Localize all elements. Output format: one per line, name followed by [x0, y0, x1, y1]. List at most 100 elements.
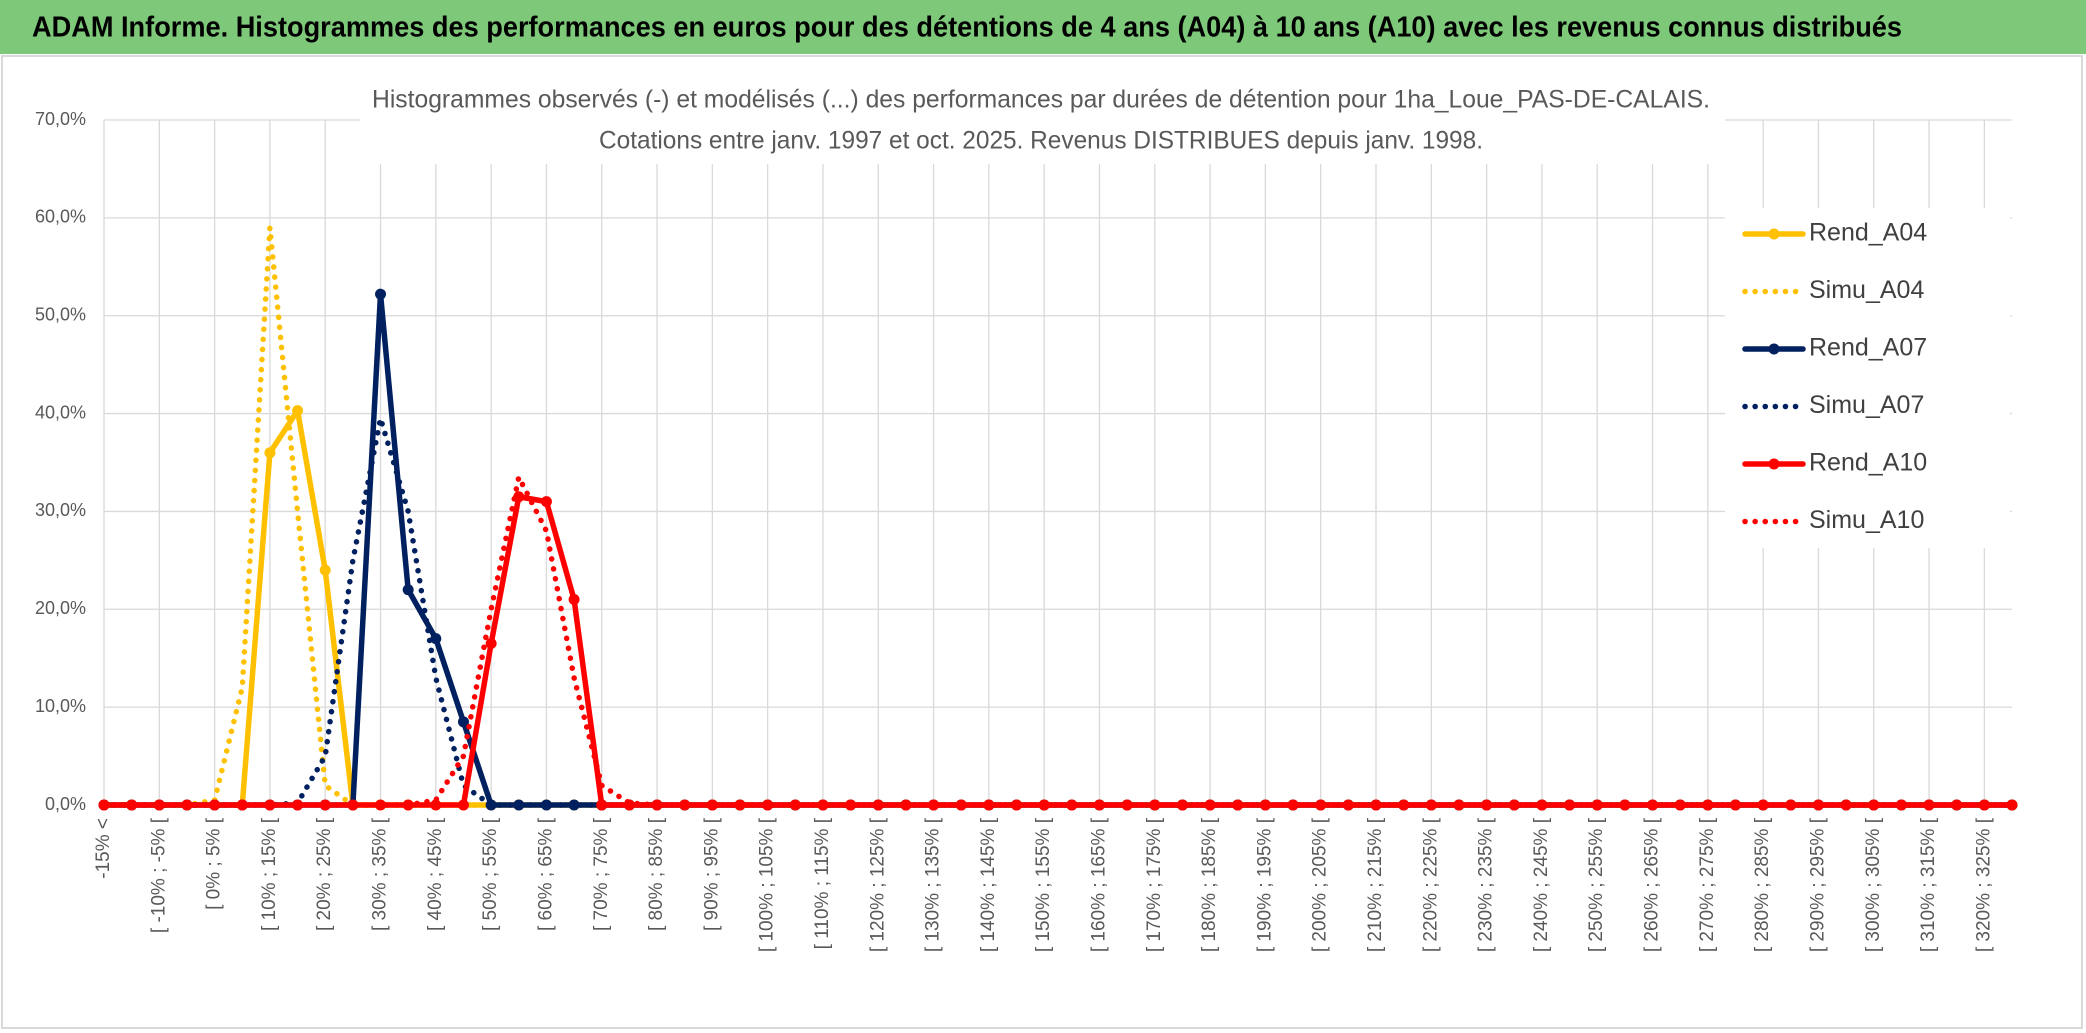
x-tick-label: [ 60% ; 65% [ [535, 817, 556, 931]
chart-border [1, 55, 2083, 1029]
legend-label: Simu_A07 [1809, 391, 1924, 419]
series-marker [1868, 799, 1880, 811]
x-tick-label: [ 80% ; 85% [ [646, 817, 667, 931]
x-tick-label: [ 300% ; 305% [ [1863, 817, 1884, 952]
y-tick-label: 0,0% [45, 794, 86, 814]
series-marker [1840, 799, 1852, 811]
x-tick-label: [ 280% ; 285% [ [1752, 817, 1773, 952]
series-marker [347, 799, 359, 811]
y-tick-label: 30,0% [35, 500, 86, 520]
legend-label: Rend_A04 [1809, 219, 1927, 247]
legend-marker [1768, 458, 1780, 470]
series-marker [1453, 799, 1465, 811]
x-tick-label: [ 220% ; 225% [ [1420, 817, 1441, 952]
x-tick-label: [ 110% ; 115% [ [812, 817, 833, 949]
series-marker [264, 799, 276, 811]
series-marker [430, 799, 442, 811]
header-title: ADAM Informe. Histogrammes des performan… [32, 12, 1902, 44]
title-background [360, 80, 1725, 164]
x-tick-label: [ 10% ; 15% [ [259, 817, 280, 931]
x-tick-label: [ 320% ; 325% [ [1973, 817, 1994, 952]
series-marker [375, 288, 387, 300]
series-marker [457, 716, 469, 728]
series-marker [540, 799, 552, 811]
y-tick-label: 70,0% [35, 109, 86, 129]
x-tick-label: [ 100% ; 105% [ [757, 817, 778, 952]
x-tick-label: -15% < [93, 818, 114, 879]
x-tick-label: [ 210% ; 215% [ [1365, 817, 1386, 952]
x-tick-label: [ 70% ; 75% [ [591, 817, 612, 931]
series-marker [568, 594, 580, 605]
x-tick-label: [ 40% ; 45% [ [425, 817, 446, 931]
x-tick-label: [ 200% ; 205% [ [1310, 817, 1331, 952]
series-marker [1757, 799, 1769, 811]
series-marker [292, 405, 304, 417]
x-tick-label: [ 230% ; 235% [ [1476, 817, 1497, 952]
series-marker [485, 638, 497, 650]
x-tick-label: [ 250% ; 255% [ [1586, 817, 1607, 952]
y-tick-label: 20,0% [35, 598, 86, 618]
y-tick-label: 10,0% [35, 696, 86, 716]
legend-label: Rend_A07 [1809, 334, 1927, 362]
x-tick-label: [ 90% ; 95% [ [701, 817, 722, 931]
header-bar [0, 0, 2086, 54]
y-tick-label: 50,0% [35, 304, 86, 324]
x-tick-label: [ 20% ; 25% [ [314, 817, 335, 931]
x-tick-label: [ 290% ; 295% [ [1807, 817, 1828, 952]
series-marker [1536, 799, 1548, 811]
y-tick-label: 60,0% [35, 207, 86, 227]
series-marker [430, 633, 442, 645]
series-marker [1121, 799, 1133, 811]
x-tick-label: [ 270% ; 275% [ [1697, 817, 1718, 952]
chart-title: Histogrammes observés (-) et modélisés (… [372, 86, 1710, 114]
legend-label: Rend_A10 [1809, 449, 1927, 477]
series-marker [319, 564, 331, 576]
legend-marker [1768, 228, 1780, 240]
series-marker [1038, 799, 1050, 811]
series-marker [236, 799, 248, 811]
y-tick-label: 40,0% [35, 402, 86, 422]
series-marker [1425, 799, 1437, 811]
x-tick-label: [ 0% ; 5% [ [204, 817, 225, 910]
x-tick-label: [ 180% ; 185% [ [1199, 817, 1220, 952]
legend-label: Simu_A10 [1809, 506, 1924, 534]
x-tick-label: [ 150% ; 155% [ [1033, 817, 1054, 952]
chart: 0,0% 10,0% 20,0% 30,0% 40,0% 50,0% 60,0% 70,0% -… [35, 80, 2018, 952]
x-tick-label: [ 160% ; 165% [ [1088, 817, 1109, 952]
series-marker [540, 496, 552, 508]
series-marker [1342, 799, 1354, 811]
series-marker [706, 799, 718, 811]
series-marker [817, 799, 829, 811]
series-marker [568, 799, 580, 811]
legend-background [1725, 208, 2010, 548]
series-marker [1978, 799, 1990, 811]
series-marker [789, 799, 801, 811]
legend-label: Simu_A04 [1809, 276, 1924, 304]
series-marker [928, 799, 940, 811]
series-marker [264, 447, 276, 459]
x-tick-label: [ 140% ; 145% [ [978, 817, 999, 952]
series-marker [1647, 799, 1659, 811]
series-marker [900, 799, 912, 811]
chart-subtitle: Cotations entre janv. 1997 et oct. 2025.… [599, 127, 1483, 155]
series-marker [375, 799, 387, 811]
x-tick-label: [ -10% ; -5% [ [148, 817, 169, 933]
series-marker [402, 584, 414, 596]
series-marker [1011, 799, 1023, 811]
series-marker [679, 799, 691, 811]
legend-marker [1768, 343, 1780, 355]
series-marker [1315, 799, 1327, 811]
x-tick-label: [ 240% ; 245% [ [1531, 817, 1552, 952]
x-tick-label: [ 170% ; 175% [ [1144, 817, 1165, 952]
x-tick-label: [ 310% ; 315% [ [1918, 817, 1939, 952]
series-marker [1232, 799, 1244, 811]
series-marker [457, 799, 469, 811]
x-tick-label: [ 50% ; 55% [ [480, 817, 501, 931]
x-tick-label: [ 190% ; 195% [ [1254, 817, 1275, 952]
x-tick-label: [ 30% ; 35% [ [370, 817, 391, 931]
x-tick-label: [ 260% ; 265% [ [1642, 817, 1663, 952]
series-marker [153, 799, 165, 811]
series-marker [1564, 799, 1576, 811]
x-tick-label: [ 120% ; 125% [ [867, 817, 888, 952]
